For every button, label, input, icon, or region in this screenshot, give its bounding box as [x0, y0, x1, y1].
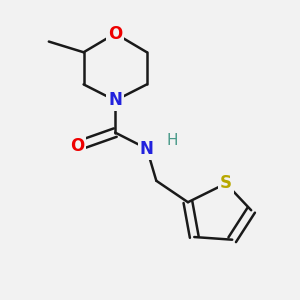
Text: N: N: [140, 140, 154, 158]
Text: S: S: [220, 175, 232, 193]
Text: O: O: [70, 137, 84, 155]
Text: H: H: [165, 132, 179, 150]
Text: O: O: [108, 25, 122, 43]
Text: H: H: [167, 133, 178, 148]
Text: N: N: [108, 92, 122, 110]
Text: N: N: [140, 140, 154, 158]
